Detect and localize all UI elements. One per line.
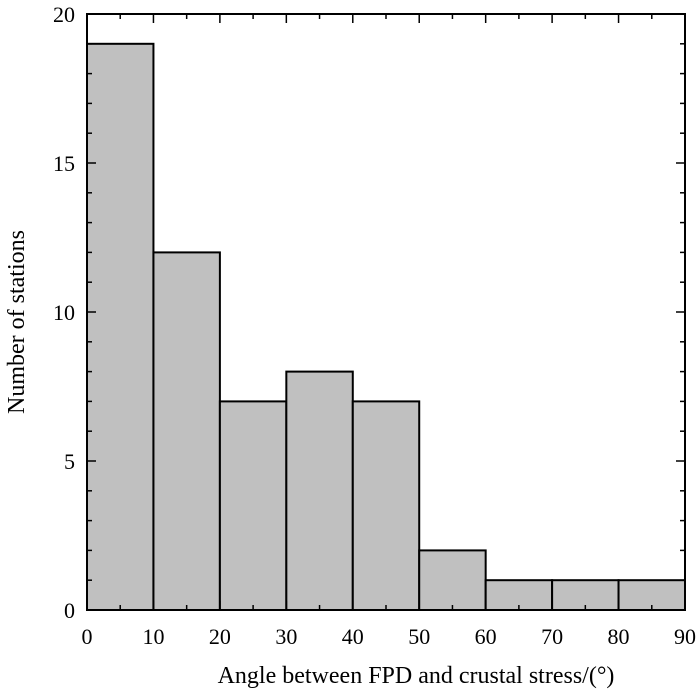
x-axis-label: Angle between FPD and crustal stress/(°)	[218, 663, 615, 689]
y-tick-label: 20	[53, 2, 75, 27]
x-tick-label: 70	[541, 624, 563, 649]
y-tick-labels: 0 5 10 15 20	[53, 2, 75, 623]
histogram-bar	[285, 370, 354, 611]
x-tick-label: 10	[142, 624, 164, 649]
x-tick-label: 90	[674, 624, 696, 649]
y-tick-label: 5	[64, 449, 75, 474]
y-tick-label: 0	[64, 598, 75, 623]
x-tick-label: 60	[475, 624, 497, 649]
x-tick-label: 0	[82, 624, 93, 649]
histogram-bar	[418, 549, 487, 612]
histogram-bar	[86, 42, 155, 612]
x-tick-label: 80	[608, 624, 630, 649]
x-tick-labels: 0 10 20 30 40 50 60 70 80 90	[82, 624, 697, 649]
x-tick-label: 30	[275, 624, 297, 649]
histogram-bar	[351, 400, 421, 611]
bars-group	[86, 42, 686, 612]
x-tick-label: 20	[209, 624, 231, 649]
y-tick-label: 15	[53, 151, 75, 176]
x-tick-label: 40	[342, 624, 364, 649]
y-tick-label: 10	[53, 300, 75, 325]
plot-frame	[86, 13, 686, 611]
y-axis-label: Number of stations	[4, 230, 30, 414]
x-tick-label: 50	[408, 624, 430, 649]
histogram-bar	[218, 400, 288, 611]
histogram-bar	[152, 251, 221, 611]
